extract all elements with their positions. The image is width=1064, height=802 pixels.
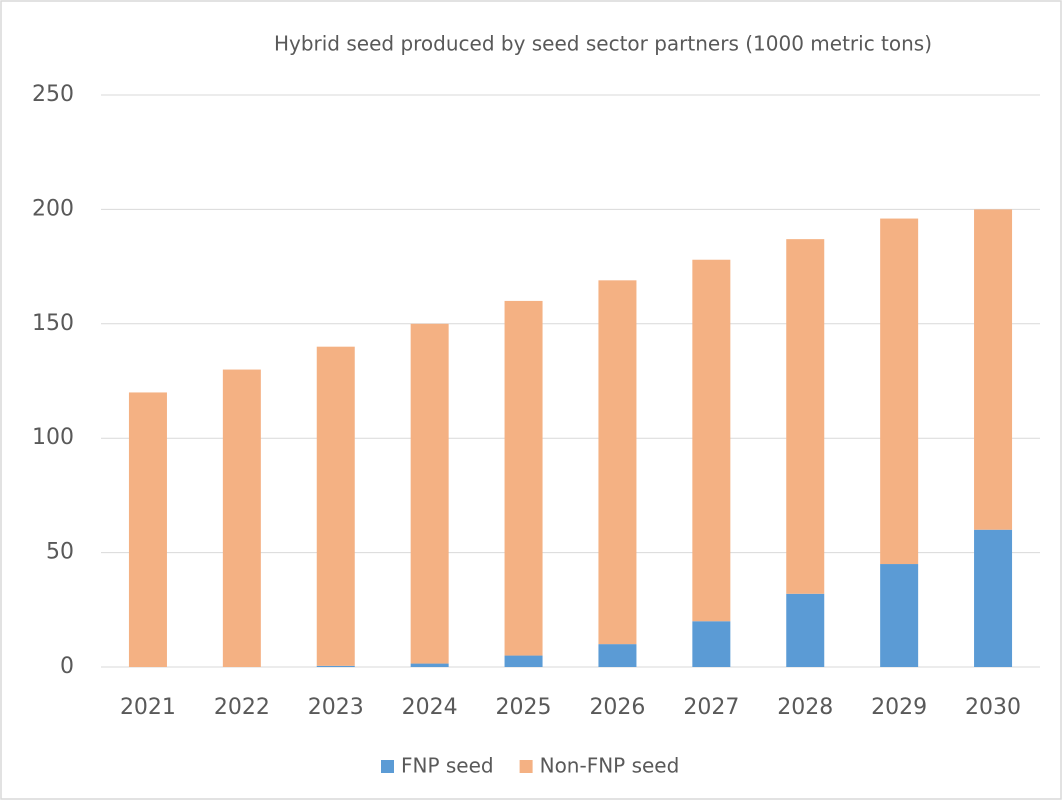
x-tick-label: 2023 (308, 695, 364, 720)
y-tick-label: 100 (32, 425, 74, 450)
y-tick-label: 0 (60, 654, 74, 679)
x-tick-label: 2030 (965, 695, 1021, 720)
x-tick-label: 2027 (683, 695, 739, 720)
bar-segment (880, 564, 919, 667)
bar-segment (504, 300, 543, 656)
bar-segment (316, 346, 355, 666)
x-tick-label: 2021 (120, 695, 176, 720)
x-tick-label: 2022 (214, 695, 270, 720)
bar-segment (598, 644, 637, 667)
x-tick-label: 2024 (402, 695, 458, 720)
legend-swatch (519, 760, 533, 773)
bar-segment (410, 323, 449, 664)
legend-label: Non-FNP seed (540, 754, 680, 778)
bar-segment (410, 663, 449, 667)
bar-segment (692, 259, 731, 622)
x-tick-label: 2028 (777, 695, 833, 720)
x-tick-label: 2025 (496, 695, 552, 720)
bar-segment (128, 392, 167, 667)
legend-label: FNP seed (401, 754, 494, 778)
bar-segment (504, 655, 543, 667)
y-tick-label: 250 (32, 82, 74, 107)
bar-segment (316, 665, 355, 667)
bar-segment (786, 593, 825, 667)
y-tick-label: 200 (32, 196, 74, 221)
y-tick-label: 50 (46, 540, 74, 565)
bar-segment (692, 621, 731, 667)
bar-segment (786, 239, 825, 594)
bar-segment (880, 218, 919, 565)
x-tick-label: 2029 (871, 695, 927, 720)
y-tick-label: 150 (32, 311, 74, 336)
chart-title: Hybrid seed produced by seed sector part… (274, 32, 932, 56)
bar-segment (974, 529, 1013, 667)
bar-segment (598, 280, 637, 645)
bar-segment (222, 369, 261, 667)
x-tick-label: 2026 (589, 695, 645, 720)
bar-segment (974, 209, 1013, 530)
legend-swatch (381, 760, 394, 773)
